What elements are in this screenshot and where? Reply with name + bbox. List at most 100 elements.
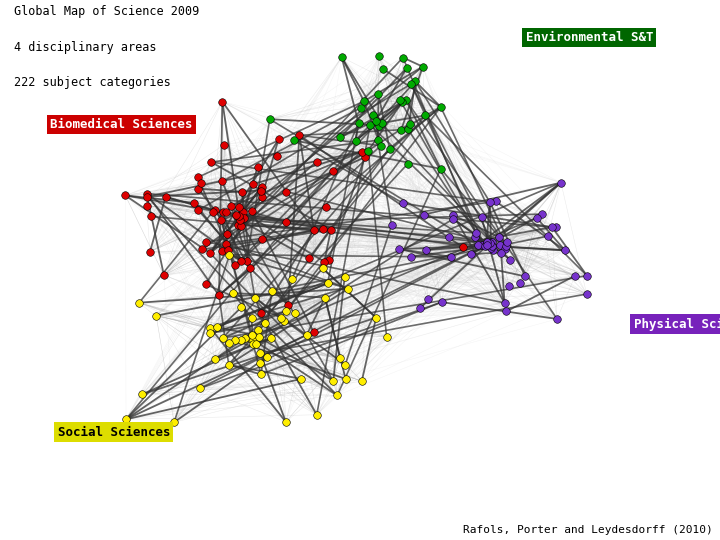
Point (446, 253, 457, 261)
Point (235, 215, 246, 224)
Point (469, 233, 481, 241)
Point (477, 241, 488, 249)
Point (395, 126, 407, 135)
Point (311, 410, 323, 419)
Point (282, 301, 294, 309)
Point (334, 133, 346, 141)
Point (414, 304, 426, 313)
Point (231, 211, 243, 220)
Point (245, 264, 256, 273)
Point (465, 250, 477, 259)
Point (209, 355, 220, 363)
Point (484, 198, 495, 206)
Point (550, 223, 562, 232)
Point (362, 146, 374, 155)
Point (204, 323, 216, 332)
Point (259, 319, 271, 328)
Point (476, 213, 487, 221)
Point (448, 211, 459, 220)
Point (212, 323, 223, 332)
Point (481, 240, 492, 249)
Point (207, 208, 218, 217)
Point (254, 359, 266, 368)
Point (317, 264, 328, 273)
Point (193, 206, 204, 214)
Point (308, 226, 320, 234)
Point (271, 151, 283, 160)
Point (322, 279, 333, 288)
Point (402, 159, 413, 168)
Point (220, 239, 231, 248)
Point (559, 246, 571, 254)
Point (256, 192, 268, 201)
Point (501, 237, 513, 246)
Point (375, 141, 387, 150)
Point (485, 237, 497, 246)
Point (370, 116, 382, 125)
Point (405, 252, 416, 261)
Point (168, 418, 180, 427)
Point (217, 208, 229, 217)
Point (318, 258, 330, 266)
Point (353, 119, 364, 127)
Point (358, 97, 369, 106)
Point (287, 275, 298, 284)
Point (233, 202, 245, 211)
Point (447, 214, 459, 223)
Point (237, 208, 248, 217)
Point (555, 178, 567, 187)
Point (216, 246, 228, 255)
Point (217, 334, 229, 342)
Point (370, 313, 382, 322)
Point (218, 140, 230, 149)
Point (520, 272, 531, 281)
Text: Global Map of Science 2009: Global Map of Science 2009 (14, 5, 199, 18)
Point (376, 119, 387, 127)
Point (402, 125, 414, 134)
Point (225, 202, 237, 211)
Point (256, 186, 267, 195)
Point (542, 232, 554, 240)
Point (295, 375, 307, 383)
Point (254, 349, 266, 357)
Point (141, 201, 153, 210)
Point (223, 360, 235, 369)
Point (246, 313, 257, 322)
Point (482, 238, 493, 246)
Point (482, 241, 493, 249)
Point (400, 96, 412, 104)
Point (234, 211, 246, 220)
Point (141, 189, 153, 198)
Point (397, 199, 409, 207)
Point (247, 180, 258, 188)
Point (570, 272, 581, 280)
Text: 4 disciplinary areas: 4 disciplinary areas (14, 40, 157, 53)
Point (144, 247, 156, 256)
Point (238, 214, 250, 222)
Point (237, 187, 248, 196)
Point (120, 415, 132, 424)
Point (420, 111, 431, 120)
Point (194, 384, 206, 393)
Point (250, 340, 261, 348)
Point (485, 244, 497, 252)
Point (397, 98, 408, 106)
Point (204, 249, 216, 258)
Point (377, 65, 389, 73)
Point (229, 336, 240, 345)
Point (356, 147, 367, 156)
Point (241, 256, 253, 265)
Point (499, 299, 510, 307)
Point (435, 103, 446, 111)
Point (504, 255, 516, 264)
Point (355, 104, 366, 112)
Point (308, 328, 320, 336)
Point (486, 237, 498, 246)
Text: Physical Sciences: Physical Sciences (634, 318, 720, 330)
Point (217, 177, 228, 186)
Point (235, 335, 247, 344)
Point (235, 222, 246, 231)
Point (323, 256, 334, 265)
Point (479, 241, 490, 250)
Point (381, 332, 392, 341)
